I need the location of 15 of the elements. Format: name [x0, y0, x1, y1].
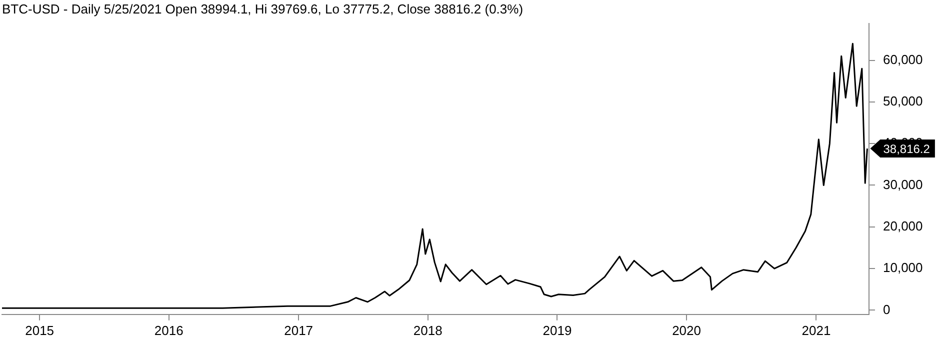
- y-tick-label: 30,000: [883, 176, 923, 192]
- y-tick-label: 50,000: [883, 94, 923, 108]
- x-tick-label: 2018: [413, 322, 442, 338]
- y-tick-label: 10,000: [883, 260, 923, 276]
- annotation: 38,816.2: [883, 142, 930, 156]
- x-tick-label: 2015: [25, 322, 54, 338]
- y-tick-label: 20,000: [883, 218, 923, 234]
- y-tick-label: 0: [883, 302, 890, 317]
- x-tick-label: 2020: [672, 322, 701, 338]
- x-tick-label: 2021: [802, 322, 831, 338]
- x-tick-label: 2016: [154, 322, 184, 338]
- x-tick-label: 2019: [542, 322, 572, 338]
- y-tick-label: 60,000: [883, 52, 923, 67]
- chart-title: BTC-USD - Daily 5/25/2021 Open 38994.1, Hi 39769.6, Lo 37775.2, Close 38816.2 (0.3%): [2, 1, 524, 16]
- x-tick-label: 2017: [284, 322, 314, 338]
